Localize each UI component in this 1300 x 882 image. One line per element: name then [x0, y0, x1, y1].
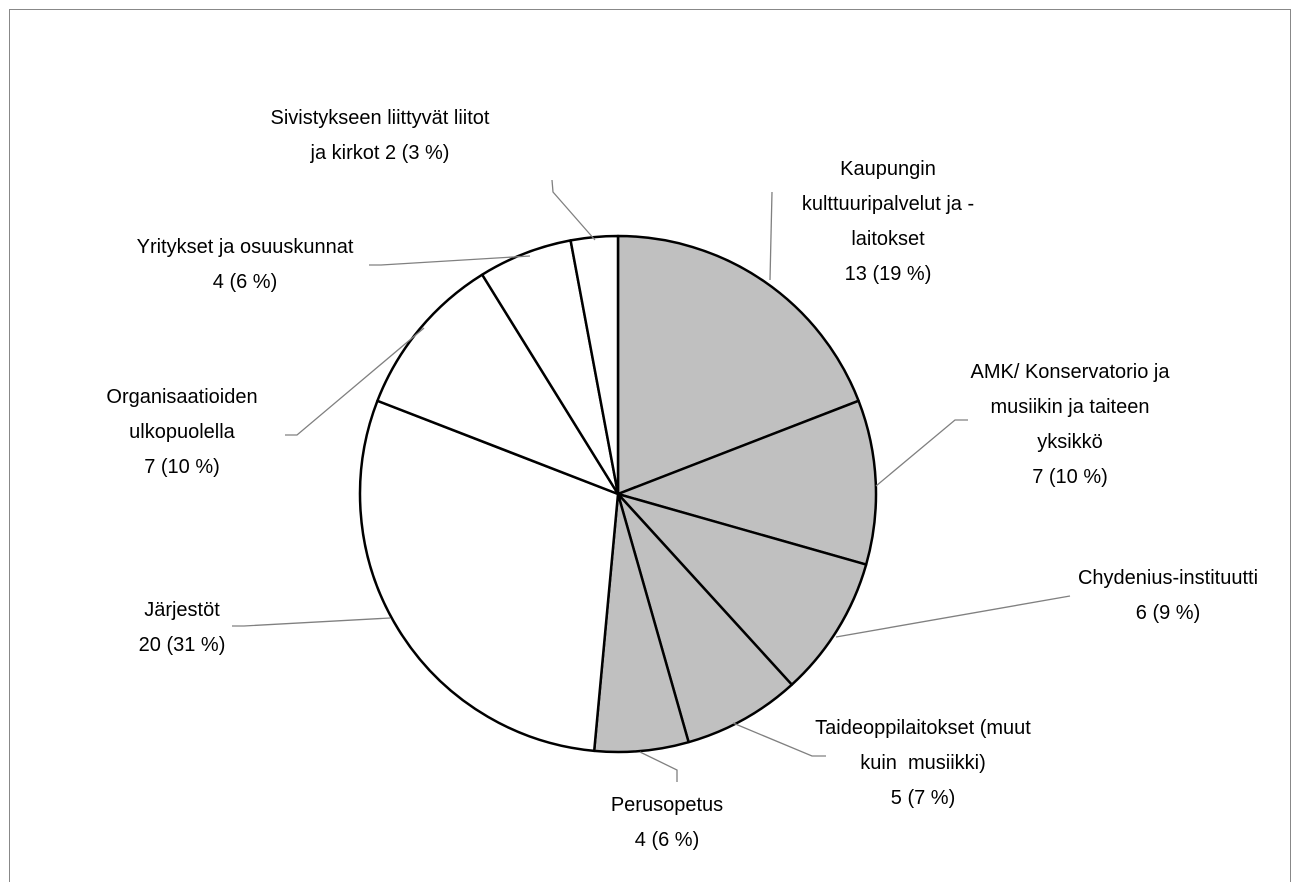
slice-label-line: Järjestöt — [144, 599, 220, 621]
slice-label-line: laitokset — [851, 228, 925, 250]
leader-line-1 — [769, 191, 773, 281]
slice-label-line: Taideoppilaitokset (muut — [815, 717, 1031, 739]
slice-label-line: musiikin ja taiteen — [991, 396, 1150, 418]
pie-slice-3 — [616, 492, 868, 686]
pie-slices — [358, 234, 878, 754]
leader-line-3 — [835, 595, 1071, 638]
slice-label-line: 6 (9 %) — [1136, 602, 1200, 624]
leader-line-8 — [369, 255, 531, 266]
slice-label-line: yksikkö — [1037, 431, 1103, 453]
slice-labels: Kaupungin kulttuuripalvelut ja - laitokset… — [106, 107, 1258, 851]
leader-line-2 — [875, 419, 968, 487]
slice-label-line: Chydenius-instituutti — [1078, 567, 1258, 589]
slice-label-9: Sivistykseen liittyvät liitot ja kirkot 2… — [271, 107, 490, 164]
slice-label-line: 20 (31 %) — [139, 634, 226, 656]
slice-label-6: Järjestöt 20 (31 %) — [139, 599, 226, 656]
pie-slice-1 — [616, 234, 860, 496]
slice-label-line: kuin musiikki) — [860, 752, 986, 774]
slice-label-5: Perusopetus 4 (6 %) — [611, 794, 723, 851]
slice-label-3: Chydenius-instituutti 6 (9 %) — [1078, 567, 1258, 624]
slice-label-line: 4 (6 %) — [213, 271, 277, 293]
leader-line-9 — [551, 179, 596, 241]
pie-slice-7 — [376, 273, 620, 496]
slice-label-line: 7 (10 %) — [1032, 466, 1108, 488]
slice-label-8: Yritykset ja osuuskunnat 4 (6 %) — [137, 236, 354, 293]
slice-label-line: Organisaatioiden — [106, 386, 257, 408]
slice-label-line: 7 (10 %) — [144, 456, 220, 478]
slice-label-line: AMK/ Konservatorio ja — [971, 361, 1171, 383]
slice-label-4: Taideoppilaitokset (muut kuin musiikki) 5 … — [815, 717, 1031, 809]
slice-label-line: 5 (7 %) — [891, 787, 955, 809]
slice-label-line: 13 (19 %) — [845, 263, 932, 285]
slice-label-7: Organisaatioiden ulkopuolella 7 (10 %) — [106, 386, 257, 478]
leader-line-7 — [285, 327, 425, 436]
leader-line-4 — [732, 722, 826, 757]
leader-line-6 — [232, 617, 391, 627]
slice-label-2: AMK/ Konservatorio ja musiikin ja taiteen… — [971, 361, 1171, 488]
slice-label-line: Sivistykseen liittyvät liitot — [271, 107, 490, 129]
slice-label-line: ulkopuolella — [129, 421, 236, 443]
slice-label-line: ja kirkot 2 (3 %) — [310, 142, 450, 164]
slice-label-line: 4 (6 %) — [635, 829, 699, 851]
slice-label-line: kulttuuripalvelut ja - — [802, 193, 974, 215]
slice-label-line: Yritykset ja osuuskunnat — [137, 236, 354, 258]
pie-slice-9 — [569, 234, 620, 496]
leader-lines — [232, 179, 1071, 782]
leader-line-5 — [639, 751, 678, 782]
pie-slice-6 — [358, 399, 620, 753]
pie-slice-2 — [616, 399, 878, 566]
slice-label-1: Kaupungin kulttuuripalvelut ja - laitokset… — [802, 158, 974, 285]
slice-label-line: Kaupungin — [840, 158, 936, 180]
slice-label-line: Perusopetus — [611, 794, 723, 816]
chart-border — [9, 9, 1291, 882]
pie-slice-4 — [616, 492, 794, 744]
